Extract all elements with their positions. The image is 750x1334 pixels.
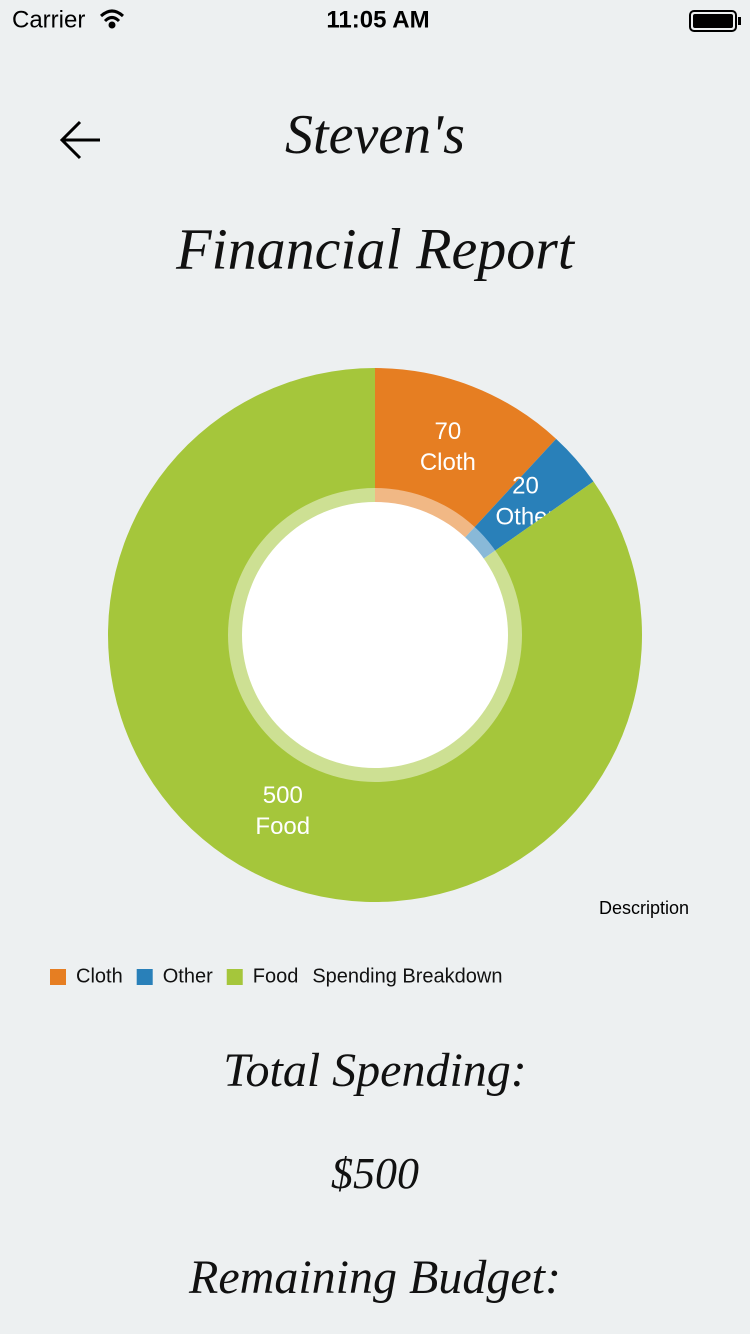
title-line-1: Steven's [285,104,465,166]
slice-value-label: 70 [434,418,461,445]
legend-entry: Food [253,965,299,987]
carrier: Carrier [12,6,85,33]
legend: Cloth Other Food Spending Breakdown [50,965,502,987]
back-button[interactable] [59,120,100,160]
remaining-label: Remaining Budget: [188,1251,561,1304]
legend-swatch [226,969,243,985]
legend-entry: Other [163,965,213,987]
hole [242,502,508,768]
title-line-2: Financial Report [175,216,576,281]
slice-category-label: Food [255,813,310,840]
clock: 11:05 AM [326,6,429,33]
slice-value-label: 20 [512,473,539,500]
slice-value-label: 500 [263,782,303,809]
chart-description: Description [599,898,689,918]
legend-swatch [136,969,153,985]
legend-swatch [50,969,66,985]
total-label: Total Spending: [223,1044,527,1097]
wifi-icon [99,9,125,29]
legend-label: Spending Breakdown [312,965,502,987]
battery-icon [689,10,741,32]
legend-entry: Cloth [76,965,123,987]
slice-category-label: Cloth [420,449,476,476]
total-value: $500 [331,1149,419,1198]
